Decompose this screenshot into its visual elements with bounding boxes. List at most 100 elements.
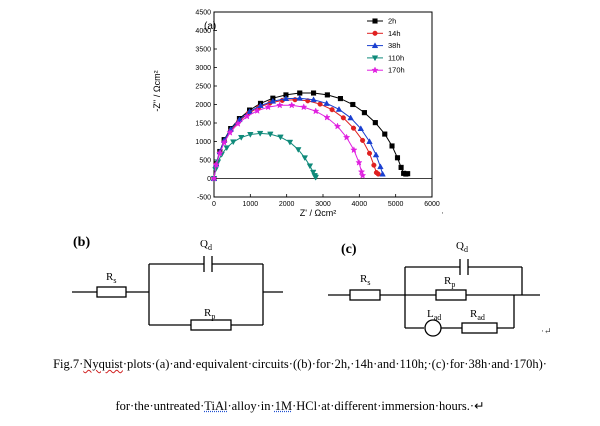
data-point <box>256 130 264 137</box>
data-point <box>357 167 366 175</box>
legend: 2h 14h 38h 110h 170h <box>367 17 405 75</box>
data-point <box>366 138 373 144</box>
data-point <box>230 139 237 146</box>
data-point <box>312 174 319 181</box>
circuit-b <box>72 256 283 331</box>
data-point <box>212 160 220 168</box>
y-tick-label: 2000 <box>195 102 211 109</box>
return-mark-1: ·↵ <box>541 326 552 336</box>
y-tick-label: 2500 <box>195 84 211 91</box>
resistor-rs-b <box>96 286 127 298</box>
data-point <box>379 170 386 177</box>
data-point <box>347 114 354 121</box>
data-point <box>333 122 342 130</box>
legend-label: 110h <box>388 53 404 62</box>
y-tick-label: 1000 <box>195 139 211 146</box>
y-tick-label: -500 <box>197 195 211 202</box>
data-point <box>357 125 365 131</box>
panel-label-a: (a) <box>204 21 216 32</box>
data-point <box>323 100 330 106</box>
y-tick-label: 3000 <box>195 65 211 72</box>
inductor-lad-c <box>424 319 442 337</box>
data-point <box>296 94 303 101</box>
resistor-rad-c <box>461 322 498 334</box>
resistor-rp-c <box>435 289 467 301</box>
data-point <box>297 90 303 96</box>
data-point <box>243 112 251 120</box>
legend-marker <box>372 30 378 36</box>
data-point <box>226 128 234 136</box>
series-line <box>213 97 384 179</box>
x-tick-label: 0 <box>212 201 216 208</box>
data-point <box>323 113 331 121</box>
data-point <box>312 107 320 115</box>
data-point <box>216 149 224 157</box>
circuit-label-b: (b) <box>73 235 90 250</box>
x-tick-label: 1000 <box>243 201 259 208</box>
label-rs-c: Rs <box>360 273 370 287</box>
series-170h <box>210 101 367 182</box>
label-lad-c: Lad <box>427 308 441 322</box>
y-tick-label: 3500 <box>195 47 211 54</box>
data-point <box>329 107 335 113</box>
resistor-rp-b <box>190 319 232 331</box>
data-point <box>394 155 401 161</box>
data-point <box>309 169 317 176</box>
data-point <box>264 103 272 111</box>
legend-label: 170h <box>388 66 405 75</box>
data-point <box>371 162 377 168</box>
x-tick-label: 4000 <box>352 201 368 208</box>
legend-label: 38h <box>388 41 401 50</box>
legend-marker <box>371 42 379 49</box>
y-tick-label: 1500 <box>195 121 211 128</box>
legend-marker <box>371 66 379 74</box>
data-point <box>389 143 395 149</box>
data-point <box>269 97 277 104</box>
series-14h <box>211 97 381 182</box>
caption-line-1: Fig.7·Nyquist·plots·(a)·and·equivalent·c… <box>53 357 547 371</box>
series-layer <box>210 90 411 182</box>
data-point <box>377 163 384 170</box>
x-tick-label: 6000 <box>424 201 440 208</box>
data-point <box>358 171 367 179</box>
data-point <box>311 90 317 96</box>
label-rs-b: Rs <box>106 271 116 285</box>
data-point <box>340 115 346 121</box>
nyquist-chart: 0 1000 2000 3000 4000 5000 6000-50005001000150… <box>152 10 440 219</box>
data-point <box>210 174 218 182</box>
data-point <box>223 145 230 152</box>
data-point <box>246 108 253 114</box>
y-tick-label: 4000 <box>195 28 211 35</box>
y-tick-label: 4500 <box>195 10 211 17</box>
data-point <box>324 92 330 98</box>
x-tick-label: 5000 <box>388 201 404 208</box>
y-tick-label: 0 <box>207 176 211 183</box>
data-point <box>350 125 357 131</box>
y-tick-label: 500 <box>199 158 211 165</box>
legend-label: 14h <box>388 29 401 38</box>
label-rp-c: Rp <box>444 275 455 289</box>
x-tick-label: 2000 <box>279 201 295 208</box>
pilcrow-mark: · <box>441 208 444 218</box>
caption-line-2: for·the·untreated·TiAl·alloy·in·1M·HCl·a… <box>115 399 485 413</box>
circuit-c <box>328 259 540 337</box>
x-axis-label: Z' / Ωcm² <box>300 208 336 218</box>
data-point <box>310 96 317 103</box>
series-line <box>213 132 317 179</box>
data-point <box>361 110 367 116</box>
data-point <box>295 147 302 153</box>
data-point <box>398 164 404 170</box>
circuit-label-c: (c) <box>341 242 357 257</box>
series-38h <box>210 94 386 181</box>
data-point <box>234 119 242 127</box>
data-point <box>337 96 343 102</box>
data-point <box>300 103 308 111</box>
data-point <box>375 171 381 177</box>
data-point <box>267 131 274 138</box>
data-point <box>288 101 296 109</box>
data-point <box>350 101 356 108</box>
resistor-rs-c <box>349 289 381 301</box>
legend-marker <box>371 55 379 62</box>
